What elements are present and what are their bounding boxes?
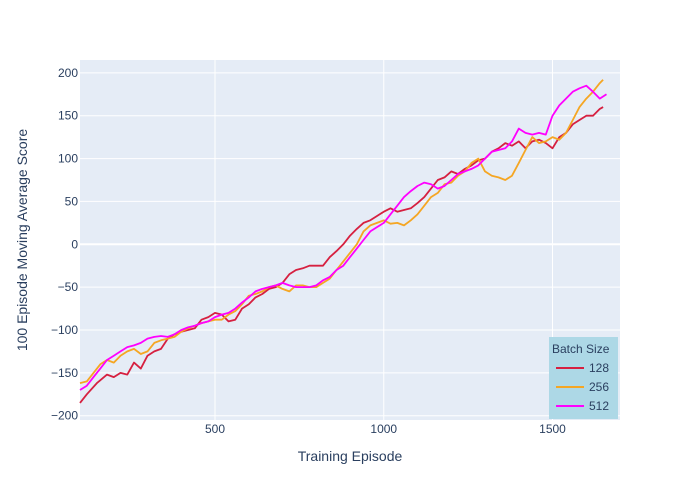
legend-label: 256 [589, 380, 609, 394]
legend-item-128[interactable]: 128 [556, 361, 609, 375]
y-tick-label: 200 [58, 66, 78, 80]
y-axis-ticks: −200 −150 −100 −50 0 50 100 150 200 [51, 66, 78, 423]
y-axis-title: 100 Episode Moving Average Score [14, 129, 30, 352]
y-tick-label: 50 [65, 194, 79, 208]
legend-label: 512 [589, 399, 609, 413]
series-line-512 [79, 84, 607, 391]
x-tick-label: 1500 [539, 422, 566, 436]
y-tick-label: 100 [58, 152, 78, 166]
legend-title: Batch Size [552, 342, 610, 356]
y-tick-label: −50 [58, 280, 79, 294]
legend-item-256[interactable]: 256 [556, 380, 609, 394]
series-line-256 [79, 79, 604, 384]
y-tick-label: 0 [71, 237, 78, 251]
y-tick-label: −200 [51, 409, 78, 423]
x-tick-label: 1000 [370, 422, 397, 436]
legend-items: 128 256 512 [556, 361, 609, 413]
x-axis-ticks: 500 1000 1500 [205, 422, 566, 436]
y-tick-label: −100 [51, 323, 78, 337]
legend-label: 128 [589, 361, 609, 375]
y-tick-label: −150 [51, 366, 78, 380]
legend: Batch Size 128 256 512 [549, 337, 618, 419]
x-axis-title: Training Episode [298, 448, 403, 464]
legend-item-512[interactable]: 512 [556, 399, 609, 413]
gridlines [80, 60, 620, 420]
x-tick-label: 500 [205, 422, 225, 436]
y-tick-label: 150 [58, 109, 78, 123]
series-lines [79, 79, 607, 404]
plot-area-background [80, 60, 620, 420]
